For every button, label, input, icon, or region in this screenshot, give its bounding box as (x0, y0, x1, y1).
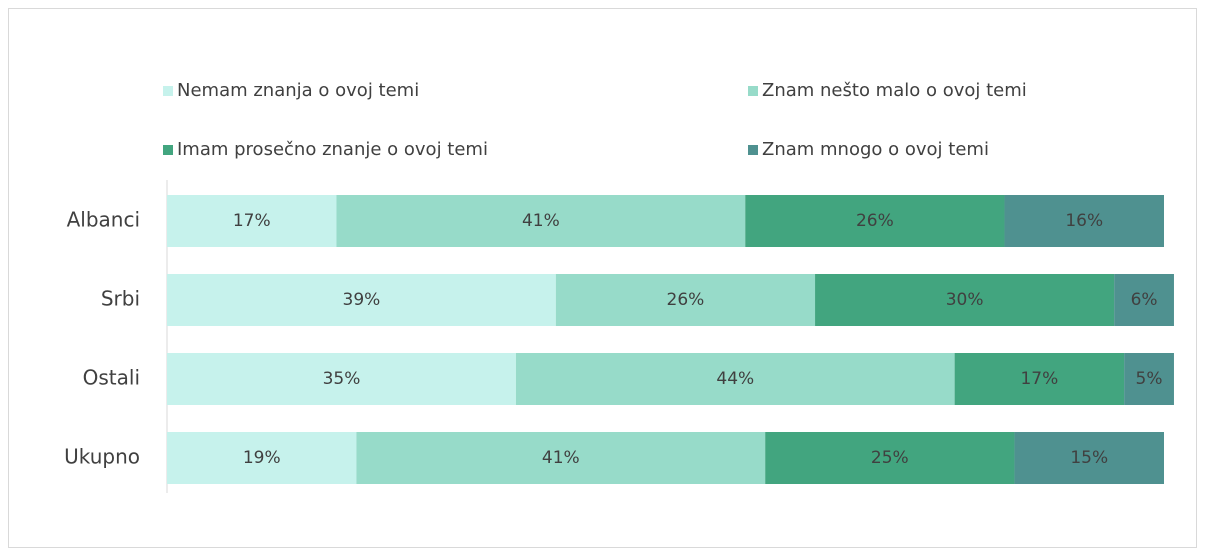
y-tick-label: Albanci (67, 208, 140, 232)
legend-swatch (748, 86, 758, 96)
data-label: 6% (1131, 290, 1158, 310)
y-tick-label: Ukupno (64, 445, 140, 469)
legend-swatch (748, 145, 758, 155)
legend-swatch (163, 145, 173, 155)
data-label: 16% (1065, 211, 1103, 231)
bar-segment (336, 195, 746, 247)
bar-segment (555, 274, 816, 326)
bar-segment (356, 432, 766, 484)
data-label: 17% (1020, 369, 1058, 389)
legend-swatch (163, 86, 173, 96)
data-label: 26% (856, 211, 894, 231)
bar-segment (515, 353, 955, 405)
data-label: 5% (1136, 369, 1163, 389)
bar-segment (167, 353, 516, 405)
y-tick-label: Ostali (83, 366, 140, 390)
bar-segment (1114, 274, 1174, 326)
data-label: 35% (323, 369, 361, 389)
data-label: 39% (343, 290, 381, 310)
data-label: 41% (522, 211, 560, 231)
bar-segment (167, 432, 357, 484)
data-label: 19% (243, 448, 281, 468)
data-label: 25% (871, 448, 909, 468)
bar-segment (167, 195, 337, 247)
data-label: 26% (667, 290, 705, 310)
legend-label: Znam nešto malo o ovoj temi (762, 80, 1027, 101)
bar-segment (1124, 353, 1174, 405)
legend-label: Imam prosečno znanje o ovoj temi (177, 139, 488, 160)
legend-label: Znam mnogo o ovoj temi (762, 139, 989, 160)
data-label: 17% (233, 211, 271, 231)
data-label: 41% (542, 448, 580, 468)
bar-segment (1004, 195, 1164, 247)
data-label: 30% (946, 290, 984, 310)
data-label: 15% (1070, 448, 1108, 468)
bar-segment (167, 274, 556, 326)
bar-segment (815, 274, 1115, 326)
bar-segment (765, 432, 1015, 484)
bar-segment (954, 353, 1125, 405)
bar-segment (745, 195, 1005, 247)
data-label: 44% (716, 369, 754, 389)
y-tick-label: Srbi (101, 287, 140, 311)
bar-segment (1014, 432, 1164, 484)
legend-label: Nemam znanja o ovoj temi (177, 80, 419, 101)
